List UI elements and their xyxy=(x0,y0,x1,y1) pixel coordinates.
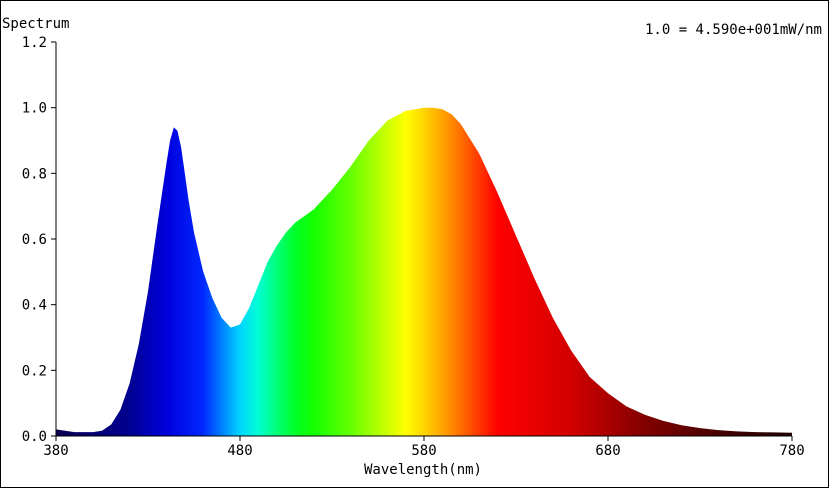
y-tick-label: 0.4 xyxy=(22,298,47,314)
scale-note: 1.0 = 4.590e+001mW/nm xyxy=(645,22,822,38)
y-tick-label: 1.2 xyxy=(22,35,47,51)
x-tick-label: 580 xyxy=(411,443,436,459)
axes: 0.0 0.2 0.4 0.6 0.8 1.0 1.2 380 480 580 680 780 xyxy=(22,35,805,459)
y-tick-label: 1.0 xyxy=(22,101,47,117)
chart-title: Spectrum xyxy=(2,16,69,32)
y-tick-label: 0.2 xyxy=(22,363,47,379)
x-tick-label: 480 xyxy=(227,443,252,459)
plot-area xyxy=(56,107,792,436)
y-tick-label: 0.0 xyxy=(22,429,47,445)
x-tick-label: 780 xyxy=(779,443,804,459)
x-axis-label: Wavelength(nm) xyxy=(364,462,482,478)
spectrum-area xyxy=(56,107,792,436)
x-tick-label: 680 xyxy=(595,443,620,459)
x-tick-label: 380 xyxy=(43,443,68,459)
y-tick-label: 0.6 xyxy=(22,232,47,248)
y-tick-label: 0.8 xyxy=(22,166,47,182)
